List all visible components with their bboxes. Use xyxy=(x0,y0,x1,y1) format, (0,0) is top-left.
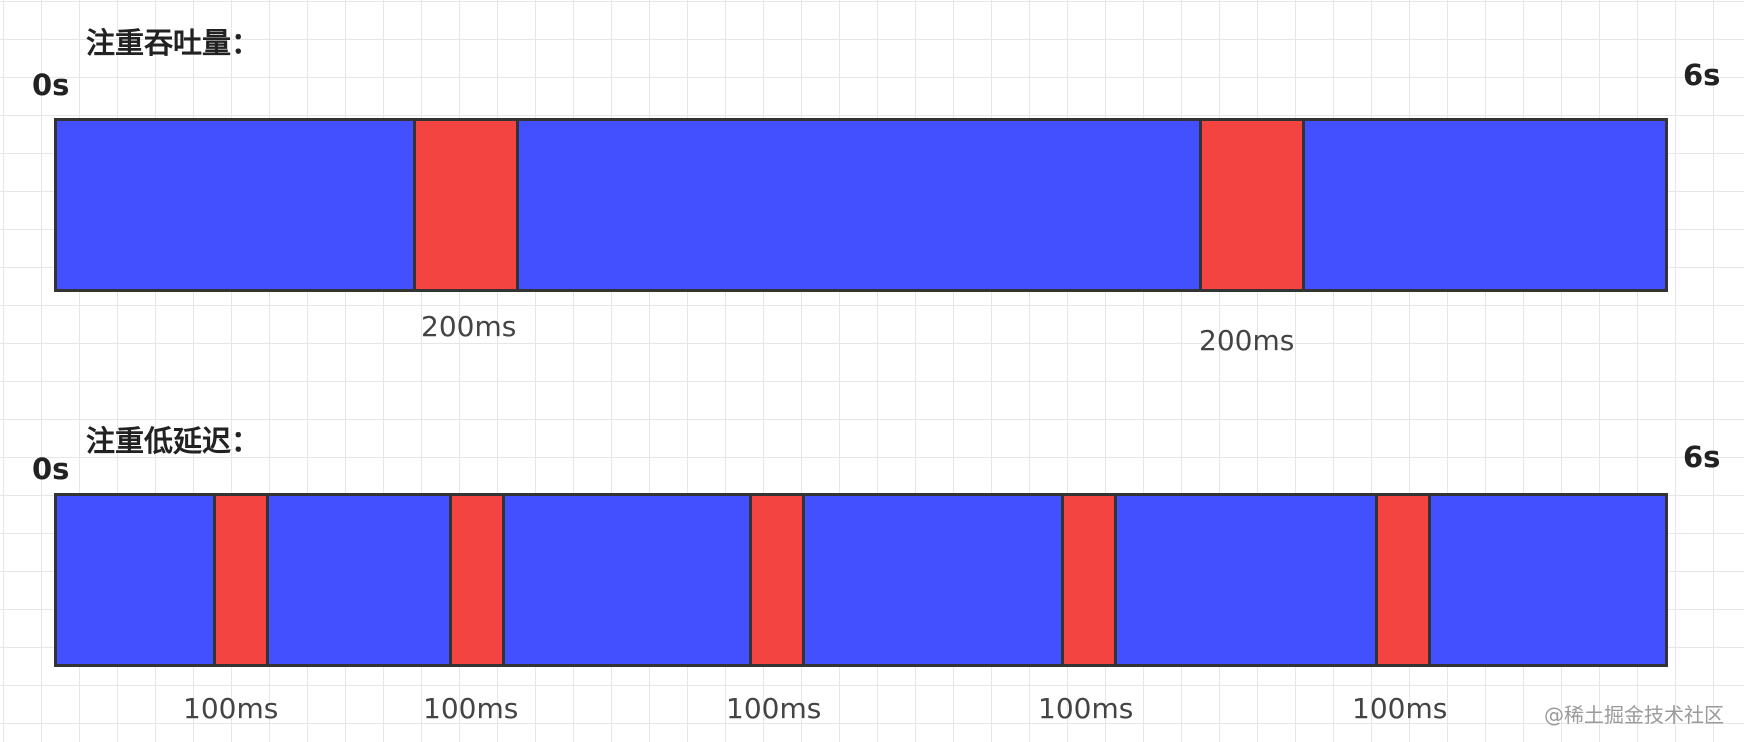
throughput-pause-block xyxy=(413,118,519,292)
latency-end-label: 6s xyxy=(1683,440,1721,474)
latency-pause-label: 100ms xyxy=(423,692,519,725)
throughput-start-label: 0s xyxy=(32,68,70,102)
latency-pause-block xyxy=(449,493,505,667)
latency-pause-block xyxy=(749,493,805,667)
latency-pause-block xyxy=(1061,493,1117,667)
latency-pause-label: 100ms xyxy=(1038,692,1134,725)
latency-pause-label: 100ms xyxy=(726,692,822,725)
latency-title: 注重低延迟： xyxy=(86,424,261,458)
throughput-pause-label: 200ms xyxy=(421,310,517,343)
latency-start-label: 0s xyxy=(32,452,70,486)
latency-pause-block xyxy=(213,493,269,667)
watermark-text: @稀土掘金技术社区 xyxy=(1544,703,1724,727)
throughput-title: 注重吞吐量： xyxy=(86,26,261,60)
throughput-pause-label: 200ms xyxy=(1199,324,1295,357)
latency-timeline-bar xyxy=(54,493,1668,667)
latency-pause-block xyxy=(1375,493,1431,667)
latency-pause-label: 100ms xyxy=(183,692,279,725)
latency-pause-label: 100ms xyxy=(1352,692,1448,725)
throughput-timeline-bar xyxy=(54,118,1668,292)
throughput-pause-block xyxy=(1199,118,1305,292)
throughput-end-label: 6s xyxy=(1683,58,1721,92)
